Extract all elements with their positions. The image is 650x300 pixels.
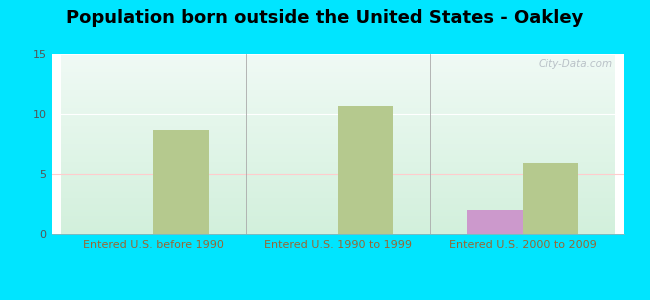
Bar (467, 210, 523, 234)
Bar (523, 163, 578, 234)
Bar (338, 106, 393, 234)
Text: Population born outside the United States - Oakley: Population born outside the United State… (66, 9, 584, 27)
Bar (153, 130, 209, 234)
Text: City-Data.com: City-Data.com (538, 59, 612, 69)
